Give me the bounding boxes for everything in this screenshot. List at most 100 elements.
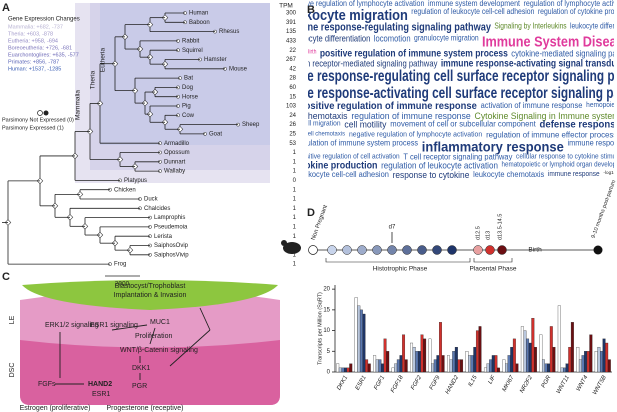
x-tick-label: WNT4 bbox=[576, 374, 590, 392]
bar bbox=[383, 338, 387, 373]
node-label: ESR1 bbox=[92, 391, 110, 398]
label: 2000 bbox=[115, 281, 130, 288]
stage-dot bbox=[308, 245, 318, 255]
bar bbox=[526, 338, 530, 373]
species-name: Pig bbox=[182, 104, 191, 110]
x-tick-label: ESR1 bbox=[355, 375, 368, 392]
x-tick-label: LIF bbox=[488, 375, 498, 386]
bar bbox=[417, 351, 421, 373]
x-tick-label: PGR bbox=[541, 374, 553, 389]
bar bbox=[431, 363, 435, 373]
term: cell chemotaxis bbox=[308, 131, 346, 138]
tpm-value: 42 bbox=[289, 66, 296, 72]
bar bbox=[497, 367, 500, 373]
term: regulation of immune effector process bbox=[486, 130, 614, 140]
word-row: immune response-regulating signaling pat… bbox=[308, 22, 614, 34]
species-name: Pseudemoia bbox=[154, 224, 188, 230]
term: activation of immune response bbox=[480, 100, 583, 110]
term: leukocyte cell-cell adhesion bbox=[308, 170, 389, 180]
species-name: Human bbox=[189, 11, 208, 17]
bar bbox=[378, 359, 382, 373]
bar bbox=[454, 346, 458, 373]
x-tick-label: DKK1 bbox=[336, 375, 349, 392]
bar bbox=[460, 359, 464, 373]
label: DSC bbox=[9, 363, 16, 378]
word-row: positive regulation of cell activation T … bbox=[308, 153, 614, 161]
bar bbox=[607, 359, 611, 373]
bar bbox=[447, 355, 450, 373]
bar bbox=[475, 330, 479, 373]
bar bbox=[473, 346, 477, 373]
word-row: lymphocyte differentiationlocomotiongran… bbox=[308, 34, 614, 50]
tpm-value: 267 bbox=[286, 57, 297, 63]
label: Eutheria bbox=[100, 48, 107, 73]
bar bbox=[605, 342, 609, 373]
y-tick-label: 5 bbox=[327, 349, 331, 355]
bar bbox=[594, 351, 598, 373]
bar bbox=[341, 367, 345, 373]
stage-dot bbox=[447, 245, 457, 255]
term: movement of cell or subcellular componen… bbox=[390, 120, 536, 129]
x-tick-label: NR2F2 bbox=[519, 374, 534, 394]
label: Blastocyst/Trophoblast bbox=[115, 283, 186, 290]
species-name: Horse bbox=[182, 94, 199, 100]
tpm-value: 1 bbox=[293, 252, 297, 258]
species-name: SaiphosVivip bbox=[154, 252, 189, 258]
panel-label: B bbox=[307, 4, 315, 16]
label: d13 bbox=[485, 231, 491, 240]
term: cytokine-mediated signaling pathway bbox=[510, 48, 614, 59]
mouse-ear bbox=[281, 240, 287, 246]
x-tick-label: FGF9 bbox=[429, 374, 442, 391]
word-row: positive regulation of lymphocyte activa… bbox=[308, 0, 614, 8]
bar bbox=[381, 363, 384, 373]
term: hematopoietic or lymphoid organ developm… bbox=[501, 161, 614, 169]
species-name: Bat bbox=[184, 76, 193, 82]
blastocyst bbox=[22, 280, 278, 310]
term: cellular response to cytokine stimulus bbox=[515, 153, 614, 161]
bar bbox=[502, 359, 506, 373]
term: leukocyte chemotaxis bbox=[472, 170, 544, 180]
bar bbox=[565, 363, 569, 373]
bar bbox=[420, 334, 424, 373]
bar bbox=[404, 359, 408, 373]
y-axis-label: Transcripts per Million (SqRT) bbox=[317, 292, 323, 365]
term: regulation of immune system process bbox=[308, 138, 419, 148]
word-row: cell chemotaxis negative regulation of ly… bbox=[308, 131, 614, 139]
term: immune response-activating signal transd… bbox=[440, 58, 614, 70]
stage-dot bbox=[357, 245, 367, 255]
species-name: Lerista bbox=[154, 234, 173, 240]
label: Primates: +856, -787 bbox=[8, 59, 59, 65]
term: cell motility bbox=[344, 120, 387, 130]
label: Progesterone (receptive) bbox=[106, 405, 183, 412]
species-name: Hamster bbox=[204, 57, 227, 63]
term: cytokine production bbox=[308, 160, 378, 172]
node-label: Proliferation bbox=[135, 333, 172, 340]
species-name: Dog bbox=[182, 85, 193, 91]
bar bbox=[449, 359, 453, 373]
bar bbox=[457, 359, 461, 373]
bar bbox=[505, 363, 508, 373]
bar bbox=[549, 326, 553, 373]
bar bbox=[586, 351, 590, 373]
tpm-value: 1 bbox=[293, 169, 297, 175]
bar bbox=[349, 363, 353, 373]
term: cell migration bbox=[308, 121, 341, 129]
word-cloud: positive regulation of lymphocyte activa… bbox=[308, 0, 614, 194]
stage-dot bbox=[417, 245, 427, 255]
species-name: Lamprophis bbox=[154, 215, 185, 221]
bar bbox=[578, 359, 582, 373]
bar bbox=[584, 351, 588, 373]
species-name: Rhesus bbox=[219, 29, 239, 35]
word-row: regulation of immune system process infla… bbox=[308, 138, 614, 154]
term: Preterm Birth bbox=[308, 49, 316, 56]
bar bbox=[563, 367, 566, 373]
tpm-value: 25 bbox=[289, 131, 296, 137]
bar bbox=[533, 346, 537, 373]
y-tick-label: 10 bbox=[323, 328, 330, 334]
bar bbox=[423, 338, 427, 373]
tpm-value: 53 bbox=[289, 141, 296, 147]
word-row: immune response-regulating cell surface … bbox=[308, 69, 614, 86]
label: Parsimony Expressed (1) bbox=[2, 125, 64, 131]
label: Estrogen (proliferative) bbox=[20, 405, 91, 412]
